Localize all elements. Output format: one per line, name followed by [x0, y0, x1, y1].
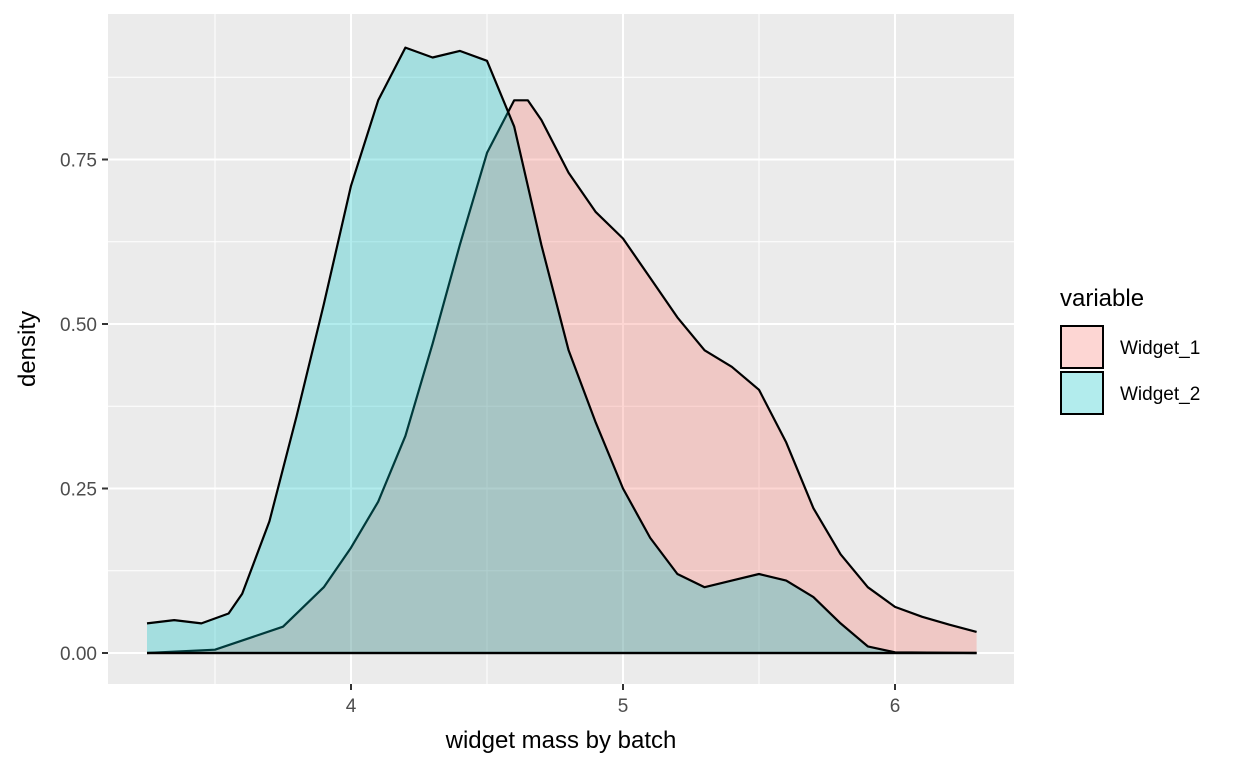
density-area-widget-2: [147, 47, 977, 654]
y-tick-label: 0.75: [60, 151, 97, 172]
legend-label-widget-2: Widget_2: [1120, 384, 1200, 405]
x-axis: 4 5 6: [346, 684, 901, 717]
density-curve-widget-2: [146, 46, 977, 655]
density-areas: [146, 46, 977, 655]
x-tick-label: 4: [346, 696, 357, 717]
y-tick-label: 0.00: [60, 644, 97, 665]
legend: variable Widget_1 Widget_2: [1060, 285, 1200, 415]
legend-title: variable: [1060, 285, 1144, 312]
y-axis: 0.00 0.25 0.50 0.75: [60, 151, 108, 665]
density-area-widget-1: [147, 100, 977, 654]
y-axis-title: density: [14, 311, 41, 387]
y-tick-label: 0.25: [60, 480, 97, 501]
minor-gridlines: [108, 14, 1014, 684]
legend-label-widget-1: Widget_1: [1120, 338, 1200, 359]
legend-key-widget-2: [1060, 371, 1104, 415]
x-tick-label: 6: [890, 696, 901, 717]
x-axis-title: widget mass by batch: [445, 727, 677, 754]
x-tick-label: 5: [618, 696, 629, 717]
y-tick-label: 0.50: [60, 315, 97, 336]
density-curve-widget-1: [146, 99, 977, 655]
legend-key-widget-1: [1060, 325, 1104, 369]
panel-background: [108, 14, 1014, 684]
